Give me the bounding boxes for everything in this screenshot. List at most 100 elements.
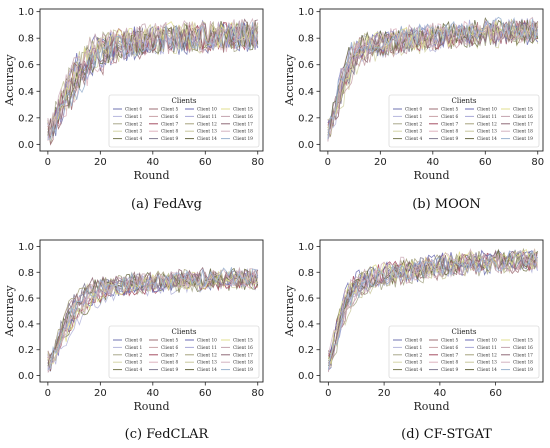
x-tick-label: 20 <box>94 157 107 168</box>
y-axis-label: Accuracy <box>3 53 16 106</box>
legend-entry: Client 1 <box>405 346 422 351</box>
legend-entry: Client 18 <box>233 130 253 135</box>
legend: Clients Client 0 Client 1 Client 2 Client 3 C… <box>108 325 260 379</box>
legend-entry: Client 9 <box>161 137 178 142</box>
legend-entry: Client 17 <box>233 353 253 358</box>
series-line-19 <box>47 22 259 140</box>
y-tick-label: 0.0 <box>298 140 314 151</box>
y-tick-label: 0.0 <box>18 140 34 151</box>
x-tick-label: 20 <box>378 388 391 399</box>
legend-entry: Client 15 <box>233 339 253 344</box>
legend-entry: Client 1 <box>125 115 142 120</box>
legend-box <box>388 94 540 148</box>
x-tick-label: 80 <box>251 157 264 168</box>
legend-entry: Client 19 <box>513 368 533 373</box>
legend-entry: Client 7 <box>161 122 178 127</box>
y-tick-label: 0.8 <box>18 268 34 279</box>
legend-entry: Client 2 <box>125 353 142 358</box>
x-tick-label: 40 <box>433 388 446 399</box>
y-tick-label: 0.8 <box>298 268 314 279</box>
series-lines <box>47 266 259 373</box>
legend-entry: Client 14 <box>477 368 497 373</box>
series-line-18 <box>327 16 539 135</box>
series-line-19 <box>327 16 539 140</box>
legend-entry: Client 10 <box>477 108 497 113</box>
x-tick-label: 40 <box>426 157 439 168</box>
series-line-16 <box>327 21 539 142</box>
legend-entry: Client 3 <box>125 130 142 135</box>
legend-entry: Client 12 <box>197 122 217 127</box>
legend-entry: Client 16 <box>513 346 533 351</box>
chart-panel-1: 0 20 40 60 80 0.0 0.2 0.4 0.6 0.8 1.0 Round Accuracy… <box>283 7 544 212</box>
legend-entry: Client 10 <box>197 339 217 344</box>
legend-entry: Client 14 <box>197 368 217 373</box>
y-tick-label: 0.2 <box>298 345 314 356</box>
legend-entry: Client 18 <box>513 361 533 366</box>
y-tick-label: 0.4 <box>18 319 34 330</box>
legend-entry: Client 16 <box>513 115 533 120</box>
panel-caption: (c) FedCLAR <box>125 427 210 442</box>
chart-panel-3: 0 20 40 60 0.0 0.2 0.4 0.6 0.8 1.0 Round Accuracy Cl… <box>283 239 544 442</box>
x-axis-label: Round <box>413 169 449 182</box>
y-axis-label: Accuracy <box>283 284 296 337</box>
legend-entry: Client 11 <box>477 115 497 120</box>
y-tick-label: 1.0 <box>298 7 314 18</box>
legend-entry: Client 17 <box>233 122 253 127</box>
x-tick-label: 40 <box>146 157 159 168</box>
legend-entry: Client 17 <box>513 353 533 358</box>
series-line-2 <box>327 21 539 128</box>
legend-title: Clients <box>172 328 197 336</box>
legend-entry: Client 3 <box>405 361 422 366</box>
legend-entry: Client 8 <box>441 361 458 366</box>
legend-entry: Client 16 <box>233 346 253 351</box>
x-tick-label: 60 <box>479 157 492 168</box>
x-tick-label: 60 <box>489 388 502 399</box>
legend-box <box>388 325 540 379</box>
chart-panel-2: 0 20 40 60 80 0.0 0.2 0.4 0.6 0.8 1.0 Round Accuracy… <box>3 239 264 442</box>
legend-entry: Client 4 <box>405 368 422 373</box>
legend-entry: Client 2 <box>405 353 422 358</box>
series-lines <box>327 16 539 142</box>
y-tick-label: 0.2 <box>18 113 34 124</box>
legend-entry: Client 11 <box>477 346 497 351</box>
legend-entry: Client 15 <box>233 108 253 113</box>
panel-caption: (b) MOON <box>412 197 481 212</box>
legend-entry: Client 5 <box>441 108 458 113</box>
legend-title: Clients <box>172 97 197 105</box>
x-axis-label: Round <box>413 400 449 413</box>
legend-entry: Client 3 <box>405 130 422 135</box>
legend-entry: Client 13 <box>477 361 497 366</box>
legend-entry: Client 18 <box>233 361 253 366</box>
x-tick-label: 20 <box>374 157 387 168</box>
legend-entry: Client 19 <box>233 137 253 142</box>
x-axis-label: Round <box>133 169 169 182</box>
y-axis-label: Accuracy <box>3 284 16 337</box>
legend: Clients Client 0 Client 1 Client 2 Client 3 C… <box>108 94 260 148</box>
x-tick-label: 60 <box>199 388 212 399</box>
legend: Clients Client 0 Client 1 Client 2 Client 3 C… <box>388 94 540 148</box>
legend-entry: Client 4 <box>125 368 142 373</box>
legend-entry: Client 0 <box>125 339 142 344</box>
x-axis-label: Round <box>133 400 169 413</box>
legend-entry: Client 5 <box>161 108 178 113</box>
y-tick-label: 0.6 <box>298 294 314 305</box>
legend-entry: Client 14 <box>197 137 217 142</box>
series-lines <box>328 247 538 373</box>
legend-entry: Client 12 <box>477 122 497 127</box>
legend-box <box>108 94 260 148</box>
series-lines <box>47 17 259 146</box>
legend-box <box>108 325 260 379</box>
legend-entry: Client 11 <box>197 346 217 351</box>
y-tick-label: 0.6 <box>18 294 34 305</box>
panel-caption: (a) FedAvg <box>131 197 202 212</box>
x-tick-label: 0 <box>325 388 331 399</box>
plot-frame <box>319 8 544 152</box>
legend-entry: Client 12 <box>197 353 217 358</box>
y-tick-label: 1.0 <box>298 242 314 253</box>
series-line-18 <box>328 248 538 355</box>
legend-entry: Client 16 <box>233 115 253 120</box>
y-tick-label: 0.0 <box>298 371 314 382</box>
legend: Clients Client 0 Client 1 Client 2 Client 3 C… <box>388 325 540 379</box>
legend-entry: Client 2 <box>405 122 422 127</box>
y-tick-label: 0.4 <box>298 87 314 98</box>
